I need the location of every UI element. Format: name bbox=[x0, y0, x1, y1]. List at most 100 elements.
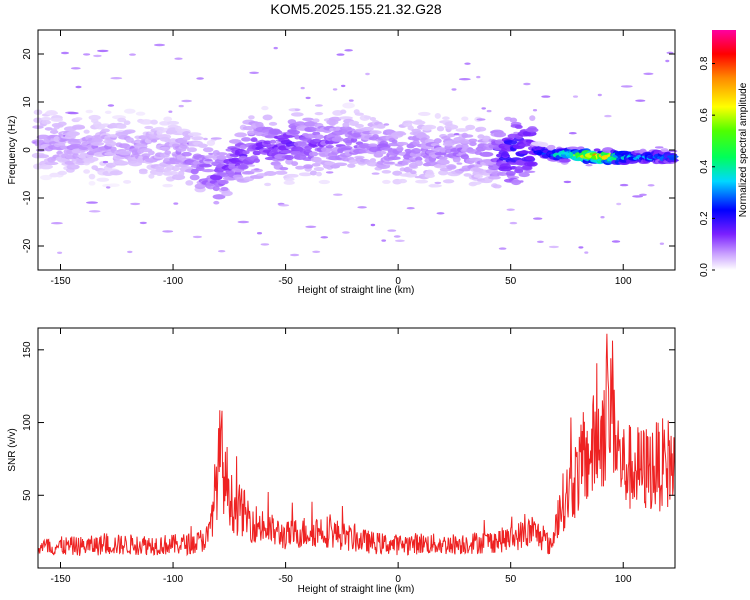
spectrogram-cell bbox=[105, 140, 117, 147]
spectrogram-cell bbox=[611, 240, 621, 243]
spectrogram-cell bbox=[342, 231, 350, 234]
spectrogram-cell bbox=[463, 173, 472, 177]
spectrogram-cell bbox=[51, 128, 58, 135]
spectrogram-cell bbox=[264, 171, 277, 176]
spectrogram-cell bbox=[256, 232, 263, 235]
colorbar-label: Normalized spectral amplitude bbox=[738, 82, 749, 217]
snr-y-label: SNR (v/v) bbox=[7, 428, 18, 471]
spectrogram-cell bbox=[66, 131, 80, 137]
spectrogram-cell bbox=[391, 139, 398, 144]
spectrogram-cell bbox=[85, 109, 94, 114]
spectrogram-cell bbox=[388, 156, 401, 161]
spectrogram-cell bbox=[532, 217, 543, 220]
snr-x-tick-label: 0 bbox=[395, 574, 401, 585]
spectrogram-cell bbox=[328, 116, 342, 122]
spectrogram-cell bbox=[396, 146, 404, 152]
spectrogram-cell bbox=[410, 170, 417, 175]
spectrogram-cell bbox=[167, 170, 179, 176]
spectrogram-cell bbox=[501, 151, 509, 157]
spectrogram-cell bbox=[290, 112, 304, 117]
spectrogram-cell bbox=[242, 150, 250, 155]
spectrogram-cell bbox=[116, 124, 127, 129]
spectrogram-cell bbox=[67, 111, 79, 115]
spectrogram-cell bbox=[333, 162, 348, 167]
colorbar-tick-label: 0.2 bbox=[699, 211, 710, 225]
spectrogram-cell bbox=[476, 118, 486, 121]
spectrogram-cell bbox=[185, 180, 194, 186]
spectrogram-x-tick-label: -150 bbox=[51, 276, 71, 287]
spectrogram-cell bbox=[279, 166, 289, 171]
spectrogram-cell bbox=[88, 114, 101, 121]
spectrogram-cell bbox=[465, 124, 476, 131]
spectrogram-cell bbox=[659, 242, 665, 245]
spectrogram-cell bbox=[578, 246, 584, 249]
spectrogram-cell bbox=[331, 137, 344, 142]
spectrogram-cell bbox=[189, 174, 200, 181]
spectrogram-cell bbox=[548, 245, 559, 249]
spectrogram-cell bbox=[461, 134, 474, 138]
spectrogram-cell bbox=[305, 225, 317, 228]
spectrogram-cell bbox=[220, 179, 229, 185]
spectrogram-cell bbox=[371, 172, 380, 175]
spectrogram-cell bbox=[41, 120, 52, 125]
spectrogram-cell bbox=[369, 117, 377, 121]
spectrogram-cell bbox=[86, 201, 98, 204]
spectrogram-cell bbox=[148, 150, 155, 156]
spectrogram-cell bbox=[153, 43, 166, 47]
spectrogram-x-tick-label: 0 bbox=[395, 276, 401, 287]
spectrogram-cell bbox=[91, 137, 103, 143]
spectrogram-cell bbox=[447, 165, 456, 170]
spectrogram-cell bbox=[187, 132, 202, 137]
spectrogram-cell bbox=[518, 150, 530, 154]
snr-x-tick-label: 100 bbox=[615, 574, 632, 585]
spectrogram-cell bbox=[365, 72, 370, 76]
spectrogram-cell bbox=[498, 247, 507, 250]
spectrogram-cell bbox=[110, 77, 123, 80]
spectrogram-cell bbox=[212, 186, 220, 192]
spectrogram-cell bbox=[348, 99, 354, 102]
spectrogram-cell bbox=[473, 174, 483, 178]
spectrogram-cell bbox=[338, 116, 353, 120]
spectrogram-y-tick-label: -10 bbox=[22, 190, 33, 205]
spectrogram-cell bbox=[66, 164, 80, 170]
spectrogram-cell bbox=[241, 137, 251, 142]
spectrogram-cell bbox=[503, 140, 518, 145]
spectrogram-cell bbox=[363, 115, 372, 119]
spectrogram-cell bbox=[372, 134, 379, 139]
spectrogram-cell bbox=[383, 161, 395, 165]
spectrogram-cell bbox=[536, 240, 544, 243]
spectrogram-cell bbox=[393, 235, 401, 238]
spectrogram-cell bbox=[248, 115, 255, 120]
spectrogram-cell bbox=[461, 116, 469, 121]
spectrogram-cell bbox=[340, 109, 347, 115]
spectrogram-cell bbox=[453, 133, 460, 136]
spectrogram-cell bbox=[269, 129, 283, 135]
spectrogram-cell bbox=[174, 57, 183, 60]
spectrogram-cell bbox=[74, 117, 83, 121]
spectrogram-cell bbox=[361, 126, 374, 131]
spectrogram-cell bbox=[139, 221, 147, 225]
spectrogram-cell bbox=[529, 115, 536, 121]
spectrogram-cell bbox=[407, 125, 414, 131]
spectrogram-cell bbox=[632, 195, 644, 198]
colorbar-tick-label: 0.4 bbox=[699, 159, 710, 173]
spectrogram-cell bbox=[107, 183, 120, 188]
spectrogram-cell bbox=[304, 126, 318, 133]
spectrogram-cell bbox=[298, 172, 312, 177]
spectrogram-cell bbox=[83, 129, 90, 134]
spectrogram-cell bbox=[411, 147, 421, 154]
spectrogram-cell bbox=[249, 71, 260, 75]
spectrogram-cell bbox=[492, 184, 502, 189]
spectrogram-cell bbox=[260, 243, 270, 246]
spectrogram-cell bbox=[221, 190, 233, 197]
spectrogram-cell bbox=[164, 150, 172, 155]
spectrogram-cell bbox=[287, 119, 297, 125]
spectrogram-cell bbox=[309, 170, 318, 176]
spectrogram-cell bbox=[217, 163, 226, 167]
spectrogram-cell bbox=[396, 141, 409, 146]
spectrogram-cell bbox=[302, 117, 315, 122]
spectrogram-cell bbox=[247, 164, 256, 167]
spectrogram-cell bbox=[572, 95, 579, 98]
